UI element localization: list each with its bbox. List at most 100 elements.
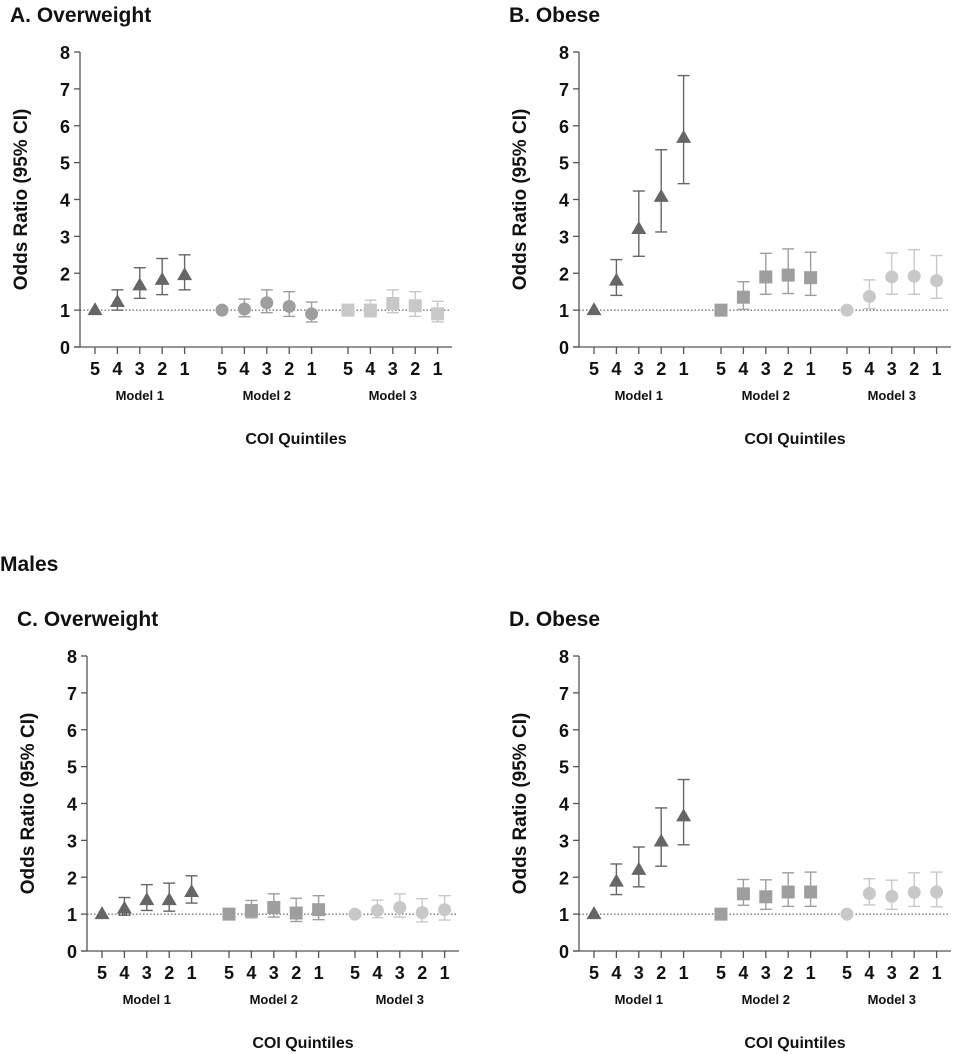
data-point-square xyxy=(386,296,400,310)
x-tick-label: 1 xyxy=(806,359,816,379)
data-point-circle xyxy=(930,274,944,288)
x-tick-label: 5 xyxy=(217,359,227,379)
panel-title: C. Overweight xyxy=(17,608,158,631)
data-point-square xyxy=(289,906,303,920)
data-point-circle xyxy=(840,907,854,921)
x-tick-label: 1 xyxy=(679,359,689,379)
data-point-square xyxy=(736,290,750,304)
y-axis-label: Odds Ratio (95% CI) xyxy=(18,713,39,895)
data-point-circle xyxy=(930,885,944,899)
x-tick-label: 2 xyxy=(656,963,666,983)
y-tick-label: 4 xyxy=(559,191,569,211)
x-tick-label: 3 xyxy=(142,963,152,983)
data-point-square xyxy=(804,885,818,899)
x-tick-label: 5 xyxy=(90,359,100,379)
error-bar xyxy=(677,74,690,185)
x-tick-label: 4 xyxy=(246,963,256,983)
x-tick-label: 3 xyxy=(262,359,272,379)
x-tick-label: 2 xyxy=(909,359,919,379)
x-tick-label: 2 xyxy=(783,359,793,379)
x-tick-label: 4 xyxy=(239,359,249,379)
y-tick-label: 0 xyxy=(67,942,77,962)
data-point-circle xyxy=(282,299,296,313)
y-tick-label: 0 xyxy=(559,942,569,962)
data-point-triangle xyxy=(676,808,692,822)
data-point-triangle xyxy=(109,294,125,308)
x-tick-label: 4 xyxy=(611,963,621,983)
data-point-triangle xyxy=(586,906,602,920)
data-point-circle xyxy=(885,889,899,903)
panel-title: D. Obese xyxy=(509,608,600,631)
x-tick-label: 5 xyxy=(350,963,360,983)
y-tick-label: 8 xyxy=(559,43,569,63)
y-tick-label: 7 xyxy=(60,80,70,100)
data-point-circle xyxy=(885,270,899,284)
x-tick-label: 5 xyxy=(224,963,234,983)
data-point-square xyxy=(341,303,355,317)
y-tick-label: 3 xyxy=(559,831,569,851)
x-tick-label: 4 xyxy=(738,359,748,379)
panel-d-obese-males: D. Obese 0 1 2 3 4 5 6 7 8 Odds Ratio (95% CI) 5 4 3 2… xyxy=(499,604,954,1054)
x-tick-label: 3 xyxy=(269,963,279,983)
data-point-triangle xyxy=(184,884,200,897)
data-point-circle xyxy=(438,903,452,917)
data-point-circle xyxy=(907,269,921,283)
y-tick-label: 4 xyxy=(559,795,569,815)
y-tick-label: 1 xyxy=(67,905,77,925)
panel-title: B. Obese xyxy=(509,4,600,27)
x-tick-label: 2 xyxy=(909,963,919,983)
model-label: Model 3 xyxy=(868,388,916,403)
y-tick-label: 5 xyxy=(67,758,77,778)
x-tick-label: 5 xyxy=(842,963,852,983)
model-label: Model 2 xyxy=(250,992,298,1007)
panel-c-overweight-males: C. Overweight 0 1 2 3 4 5 6 7 8 Odds Ratio (95% CI… xyxy=(7,604,477,1054)
x-tick-label: 1 xyxy=(932,963,942,983)
y-tick-label: 7 xyxy=(67,684,77,704)
x-tick-label: 5 xyxy=(589,359,599,379)
y-tick-label: 6 xyxy=(60,117,70,137)
y-tick-label: 3 xyxy=(67,831,77,851)
x-tick-label: 4 xyxy=(611,359,621,379)
x-tick-label: 1 xyxy=(433,359,443,379)
x-tick-label: 5 xyxy=(716,963,726,983)
x-tick-label: 2 xyxy=(656,359,666,379)
data-point-circle xyxy=(237,302,251,316)
data-point-square xyxy=(804,271,818,285)
x-tick-label: 1 xyxy=(314,963,324,983)
x-tick-label: 3 xyxy=(634,359,644,379)
model-label: Model 1 xyxy=(123,992,171,1007)
data-point-circle xyxy=(348,907,362,921)
y-axis-label: Odds Ratio (95% CI) xyxy=(11,109,32,291)
x-tick-label: 1 xyxy=(932,359,942,379)
x-tick-label: 3 xyxy=(388,359,398,379)
x-tick-label: 4 xyxy=(119,963,129,983)
x-tick-label: 2 xyxy=(284,359,294,379)
data-point-square xyxy=(759,890,773,904)
x-tick-label: 1 xyxy=(307,359,317,379)
data-point-square xyxy=(781,885,795,899)
x-tick-label: 2 xyxy=(164,963,174,983)
model-label: Model 2 xyxy=(243,388,291,403)
x-tick-label: 3 xyxy=(887,359,897,379)
x-tick-label: 1 xyxy=(806,963,816,983)
model-label: Model 3 xyxy=(369,388,417,403)
model-label: Model 1 xyxy=(615,388,663,403)
x-tick-label: 2 xyxy=(417,963,427,983)
x-tick-label: 5 xyxy=(343,359,353,379)
x-tick-label: 5 xyxy=(716,359,726,379)
panel-title: A. Overweight xyxy=(10,4,151,27)
y-tick-label: 6 xyxy=(559,721,569,741)
data-point-square xyxy=(736,887,750,901)
y-tick-label: 8 xyxy=(60,43,70,63)
x-tick-label: 4 xyxy=(365,359,375,379)
x-tick-label: 2 xyxy=(410,359,420,379)
model-label: Model 1 xyxy=(116,388,164,403)
x-axis-label: COI Quintiles xyxy=(744,431,845,448)
model-label: Model 3 xyxy=(376,992,424,1007)
panel-b-obese: B. Obese 0 1 2 3 4 5 6 7 8 Odds Ratio (95% CI) 5 4 3 2… xyxy=(499,0,954,450)
data-point-circle xyxy=(305,307,319,321)
x-axis-label: COI Quintiles xyxy=(252,1035,353,1052)
x-tick-label: 1 xyxy=(187,963,197,983)
y-tick-label: 6 xyxy=(67,721,77,741)
